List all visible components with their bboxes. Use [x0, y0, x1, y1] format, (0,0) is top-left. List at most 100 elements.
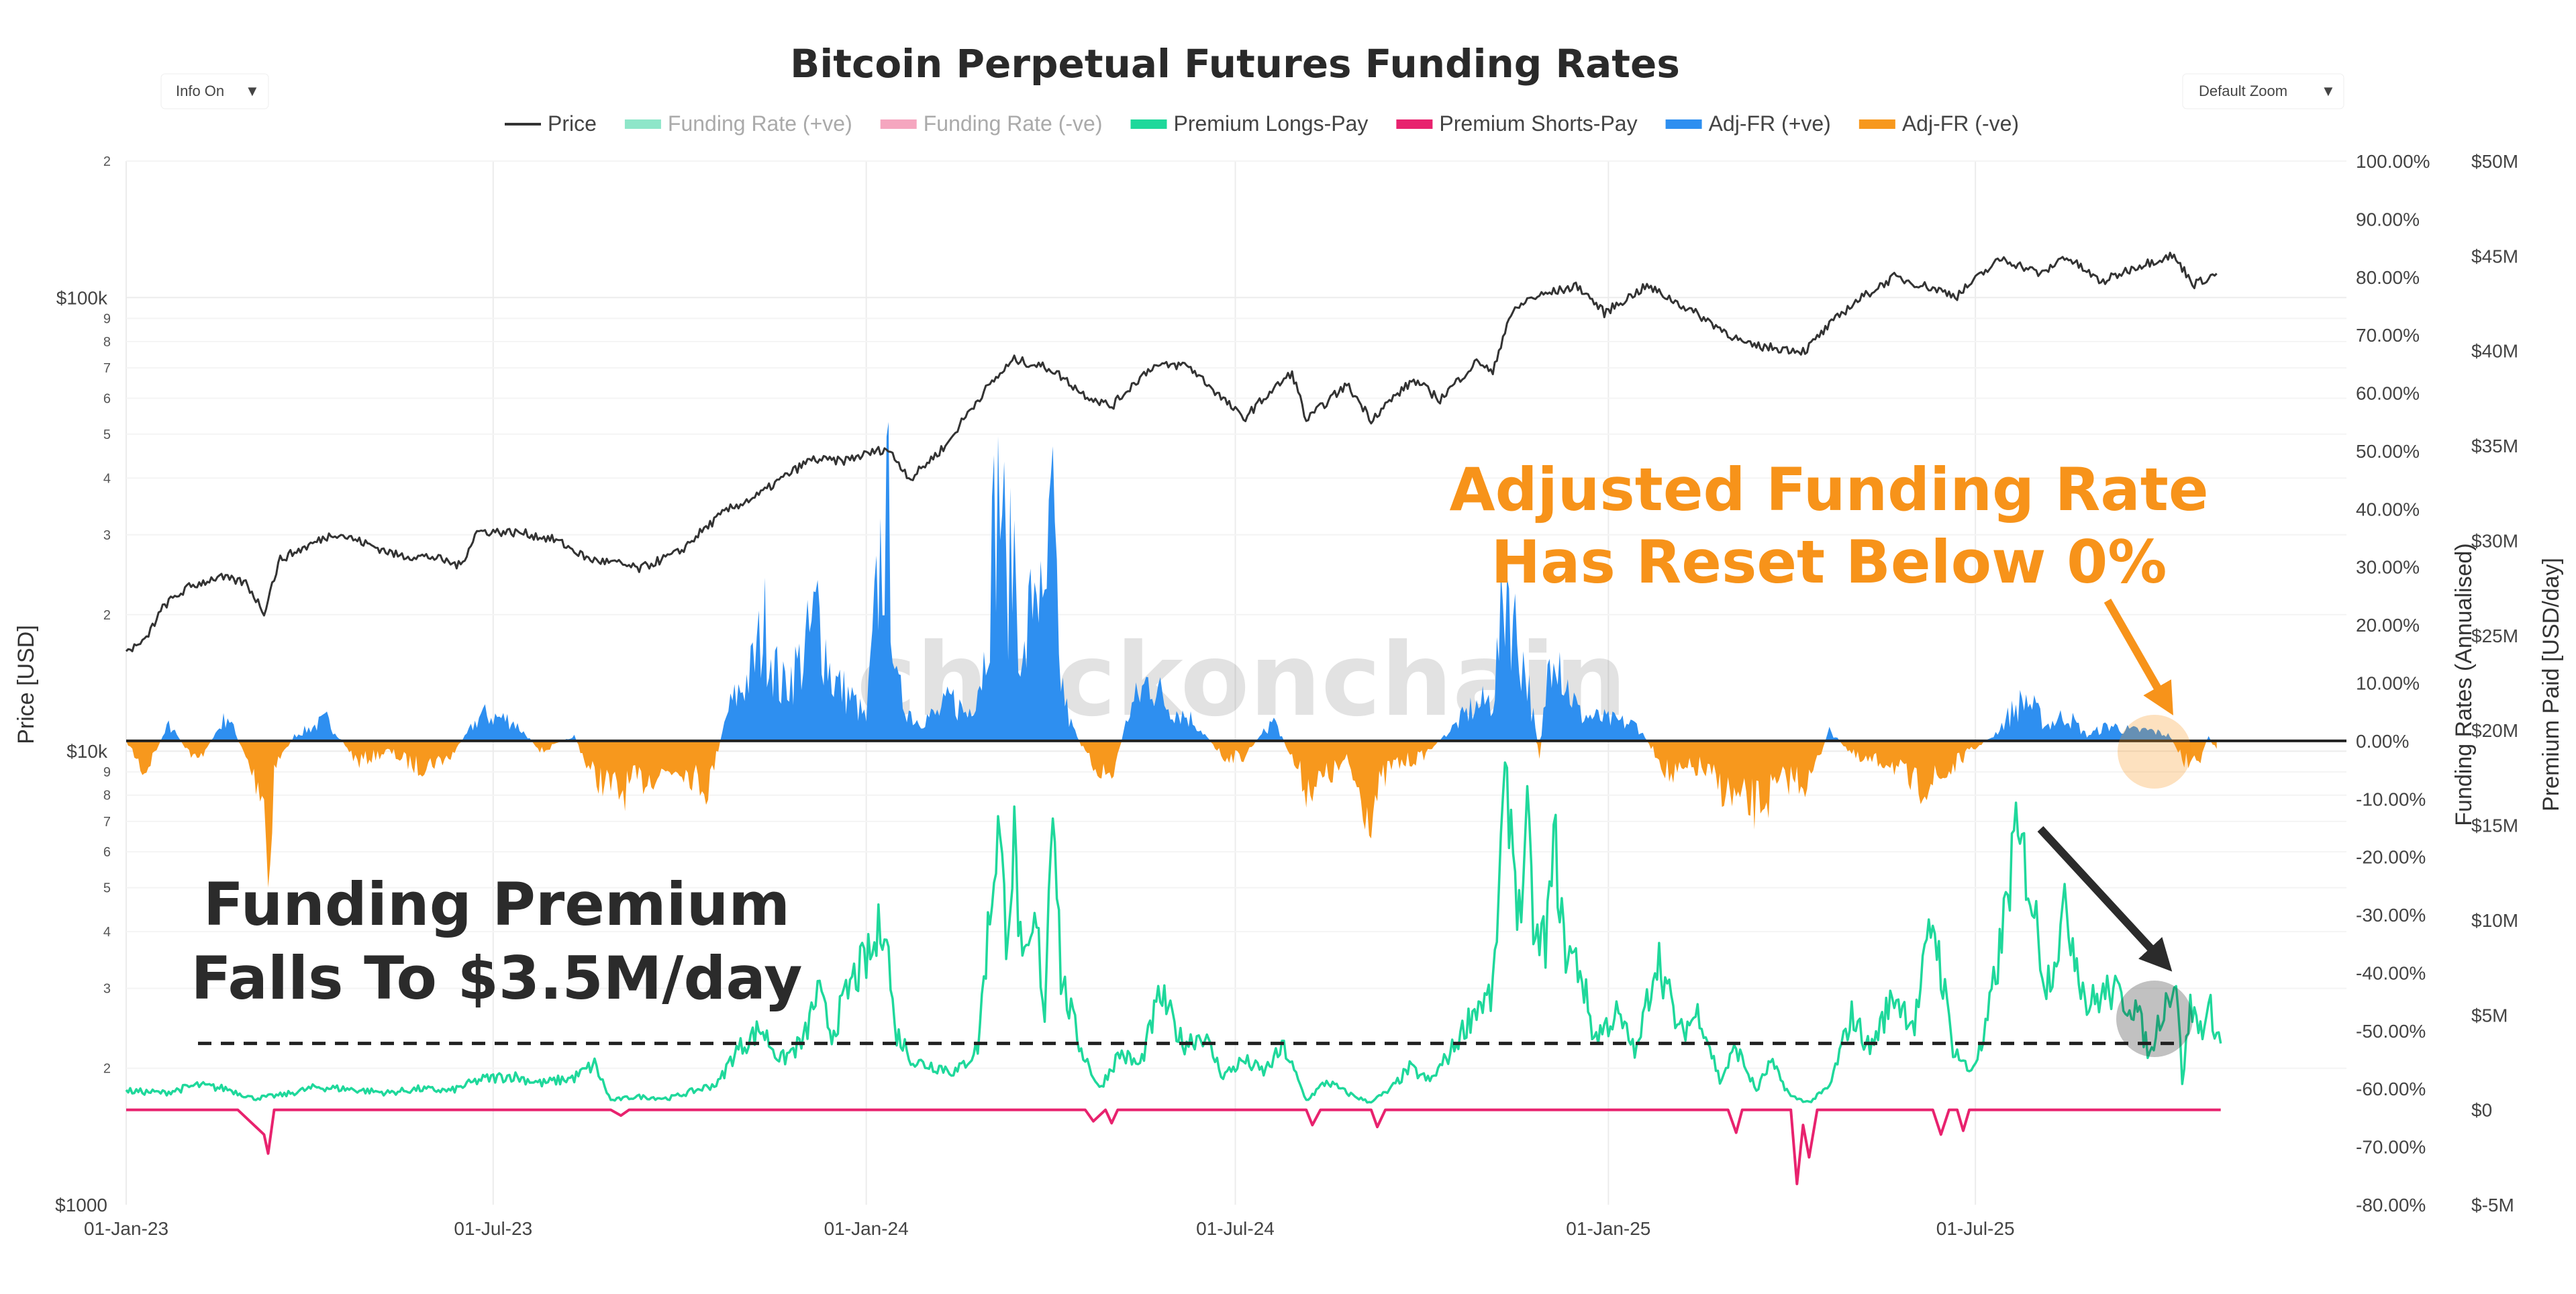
legend-item[interactable]: Funding Rate (-ve) [880, 111, 1103, 136]
legend-item[interactable]: Funding Rate (+ve) [624, 111, 852, 136]
price-minor-tick-label: 2 [103, 608, 111, 623]
funding-tick-label: -70.00% [2356, 1137, 2426, 1158]
funding-tick-label: 90.00% [2356, 209, 2420, 230]
price-minor-tick-label: 7 [103, 815, 111, 830]
funding-tick-label: 70.00% [2356, 325, 2420, 346]
date-axis: 01-Jan-23 01-Jul-23 01-Jan-24 01-Jul-24 01-J… [84, 1218, 2015, 1239]
funding-tick-label: 20.00% [2356, 615, 2420, 636]
price-tick-label: $1000 [55, 1195, 107, 1215]
price-minor-tick-label: 9 [103, 311, 111, 326]
premium-tick-label: $30M [2471, 530, 2518, 551]
legend-item[interactable]: Adj-FR (+ve) [1665, 111, 1831, 136]
legend-label: Funding Rate (-ve) [924, 111, 1103, 136]
funding-tick-label: -10.00% [2356, 789, 2426, 809]
zoom-select[interactable]: Default Zoom ▼ [2182, 73, 2344, 109]
premium-axis-title: Premium Paid [USD/day] [2538, 558, 2564, 811]
premium-longs-pay-line [125, 761, 2222, 1104]
price-minor-tick-label: 8 [103, 335, 111, 350]
date-tick-label: 01-Jul-24 [1196, 1218, 1275, 1239]
premium-annotation-line2: Falls To $3.5M/day [191, 944, 803, 1013]
price-minor-tick-label: 5 [103, 881, 111, 896]
black-arrow-icon [2037, 826, 2173, 972]
price-line [125, 252, 2218, 652]
date-tick-label: 01-Jul-25 [1936, 1218, 2015, 1239]
chart-title: Bitcoin Perpetual Futures Funding Rates [790, 41, 1680, 87]
info-toggle-label: Info On [176, 83, 224, 99]
funding-tick-label: 50.00% [2356, 441, 2420, 462]
funding-tick-label: -80.00% [2356, 1195, 2426, 1215]
legend-label: Price [548, 111, 597, 136]
adj-fr-negative-area [126, 740, 2217, 888]
date-tick-label: 01-Jan-24 [824, 1218, 909, 1239]
premium-tick-label: $15M [2471, 815, 2518, 836]
price-minor-tick-label: 7 [103, 361, 111, 376]
grid [126, 160, 2346, 1205]
price-minor-tick-label: 4 [103, 471, 111, 486]
funding-rate-axis: 100.00% 90.00% 80.00% 70.00% 60.00% 50.00% 40.… [2356, 151, 2430, 1215]
premium-series [125, 761, 2222, 1185]
funding-tick-label: 60.00% [2356, 383, 2420, 404]
legend-label: Premium Shorts-Pay [1439, 111, 1637, 136]
legend: Price Funding Rate (+ve) Funding Rate (-ve… [505, 111, 2019, 136]
premium-tick-label: $10M [2471, 910, 2518, 931]
orange-arrow-icon [2103, 599, 2173, 715]
date-tick-label: 01-Jul-23 [454, 1218, 532, 1239]
info-toggle-button[interactable]: Info On ▼ [160, 73, 269, 109]
funding-tick-label: 0.00% [2356, 731, 2409, 752]
price-minor-tick-label: 5 [103, 428, 111, 442]
funding-tick-label: -20.00% [2356, 847, 2426, 868]
price-minor-tick-label: 2 [103, 1062, 111, 1077]
adj-funding-rate-series [126, 421, 2217, 888]
premium-tick-label: $40M [2471, 341, 2518, 362]
price-minor-tick-label: 9 [103, 765, 111, 780]
adj-fr-positive-area [126, 421, 2217, 741]
funding-axis-title: Funding Rates (Annualised) [2451, 543, 2477, 826]
price-tick-label: $10k [66, 741, 108, 762]
premium-tick-label: $35M [2471, 436, 2518, 456]
funding-tick-label: -40.00% [2356, 962, 2426, 983]
premium-tick-label: $5M [2471, 1005, 2508, 1026]
price-tick-label: $100k [56, 287, 108, 308]
adjusted-annotation-line1: Adjusted Funding Rate [1449, 455, 2208, 524]
adjusted-annotation-line2: Has Reset Below 0% [1491, 528, 2167, 597]
premium-highlight-circle [2116, 981, 2193, 1057]
chevron-down-icon: ▼ [2321, 83, 2336, 99]
price-minor-tick-label: 6 [103, 391, 111, 406]
premium-annotation-line1: Funding Premium [203, 870, 790, 939]
price-minor-tick-label: 8 [103, 789, 111, 803]
price-minor-tick-label: 4 [103, 925, 111, 940]
premium-axis: $50M $45M $40M $35M $30M $25M $20M $15M $10M $5M $… [2471, 151, 2518, 1215]
date-tick-label: 01-Jan-23 [84, 1218, 168, 1239]
premium-tick-label: $50M [2471, 151, 2518, 172]
legend-item[interactable]: Price [505, 111, 597, 136]
premium-tick-label: $0 [2471, 1100, 2492, 1121]
legend-item[interactable]: Premium Shorts-Pay [1396, 111, 1638, 136]
legend-label: Adj-FR (-ve) [1902, 111, 2019, 136]
funding-tick-label: 80.00% [2356, 267, 2420, 288]
premium-tick-label: $20M [2471, 720, 2518, 741]
funding-tick-label: 10.00% [2356, 673, 2420, 694]
price-axis: $100k $10k $1000 2 9 8 7 6 5 4 3 2 9 8 7 6 5 4 3 2 [55, 154, 111, 1215]
funding-tick-label: 100.00% [2356, 151, 2430, 172]
chevron-down-icon: ▼ [245, 83, 260, 99]
legend-item[interactable]: Premium Longs-Pay [1130, 111, 1369, 136]
funding-tick-label: -50.00% [2356, 1021, 2426, 1042]
funding-tick-label: -60.00% [2356, 1079, 2426, 1099]
funding-highlight-circle [2118, 715, 2191, 789]
funding-tick-label: -30.00% [2356, 905, 2426, 926]
zoom-select-label: Default Zoom [2199, 83, 2287, 99]
legend-item[interactable]: Adj-FR (-ve) [1859, 111, 2019, 136]
price-minor-tick-label: 6 [103, 845, 111, 860]
premium-tick-label: $-5M [2471, 1195, 2514, 1215]
legend-label: Adj-FR (+ve) [1709, 111, 1831, 136]
legend-label: Premium Longs-Pay [1174, 111, 1369, 136]
price-series [125, 252, 2218, 652]
funding-tick-label: 40.00% [2356, 499, 2420, 519]
funding-tick-label: 30.00% [2356, 557, 2420, 578]
price-minor-tick-label: 2 [103, 154, 111, 169]
premium-tick-label: $25M [2471, 626, 2518, 646]
date-tick-label: 01-Jan-25 [1566, 1218, 1650, 1239]
price-minor-tick-label: 3 [103, 528, 111, 543]
premium-shorts-pay-line [126, 1108, 2221, 1185]
